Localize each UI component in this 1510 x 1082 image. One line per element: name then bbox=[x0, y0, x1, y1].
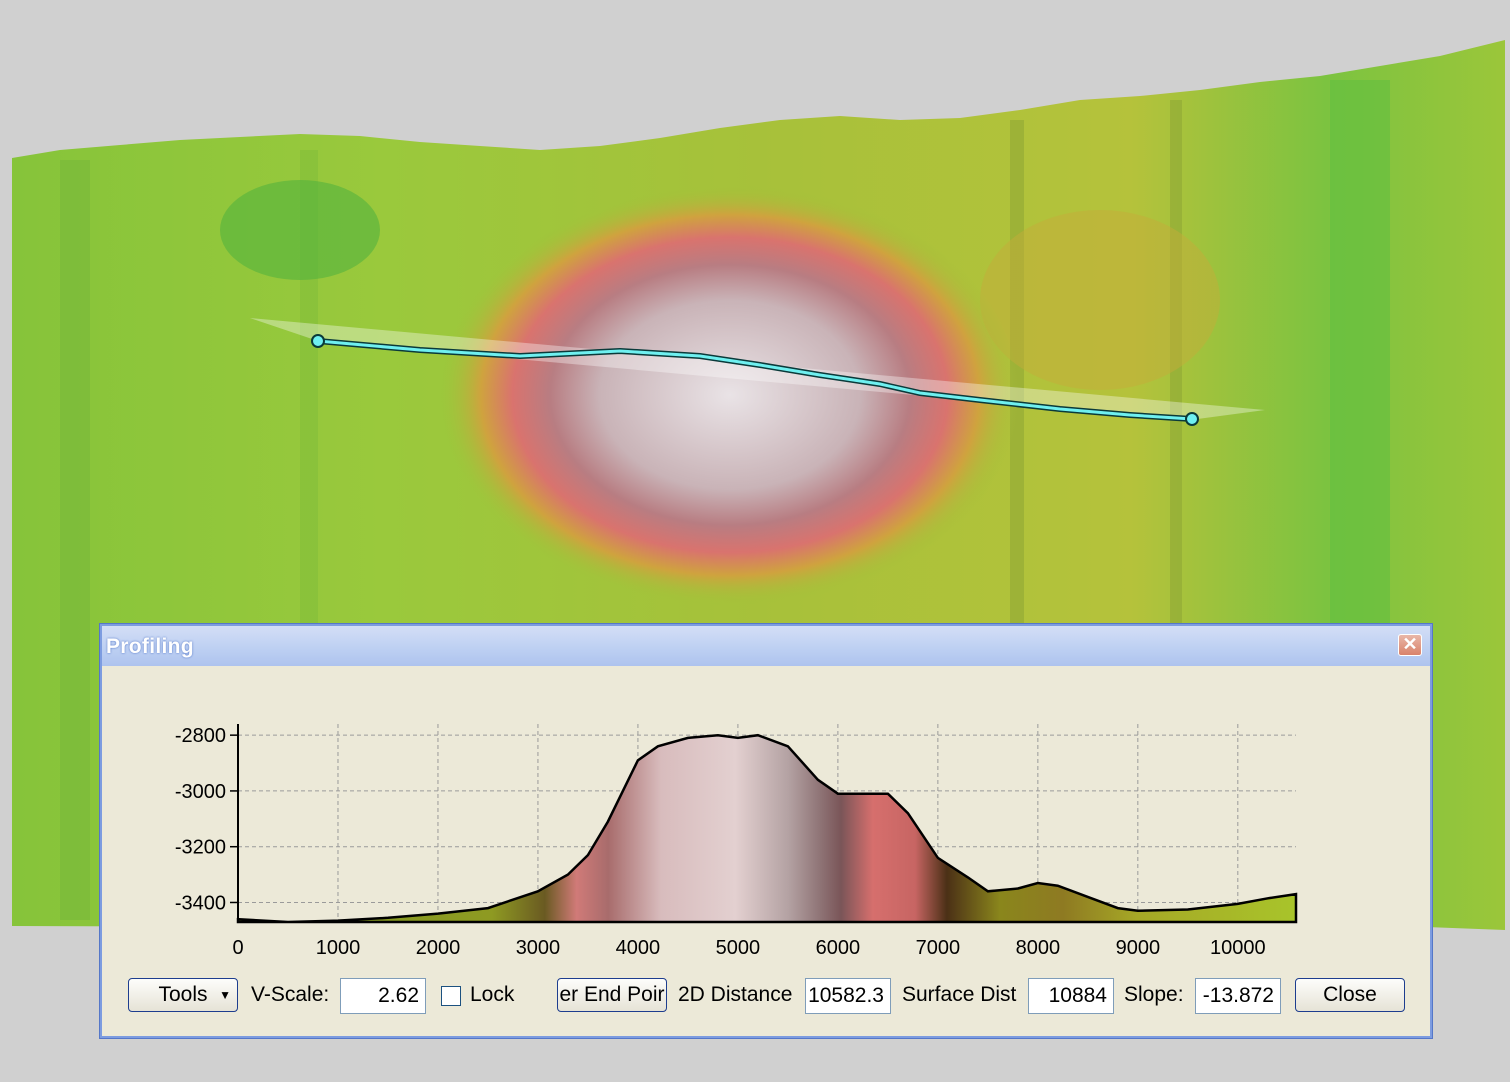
terrain-patch bbox=[980, 210, 1220, 390]
toolbar: Tools ▼ V-Scale: 2.62 Lock er End Poir 2… bbox=[102, 972, 1430, 1022]
profile-line-highlight bbox=[317, 339, 1193, 421]
x-tick-label: 7000 bbox=[916, 937, 961, 959]
x-tick-label: 0 bbox=[232, 937, 243, 959]
surface-distance-label: Surface Dist bbox=[902, 983, 1017, 1006]
chevron-down-icon: ▼ bbox=[219, 988, 231, 1002]
profile-band bbox=[250, 318, 1265, 420]
y-axis: -2800 -3000 -3200 -3400 bbox=[175, 725, 238, 914]
x-tick-label: 3000 bbox=[516, 937, 561, 959]
terrain-trough bbox=[60, 160, 90, 920]
surface-distance-field[interactable]: 10884 bbox=[1028, 978, 1114, 1014]
tools-label: Tools bbox=[158, 983, 208, 1006]
y-tick-label: -2800 bbox=[175, 725, 226, 747]
x-tick-label: 1000 bbox=[316, 937, 361, 959]
distance-2d-field[interactable]: 10582.3 bbox=[805, 978, 891, 1014]
x-tick-label: 10000 bbox=[1210, 937, 1266, 959]
close-button[interactable]: Close bbox=[1295, 978, 1405, 1012]
end-point-button[interactable]: er End Poir bbox=[557, 978, 667, 1012]
profile-start-handle[interactable] bbox=[311, 334, 325, 348]
lock-label: Lock bbox=[470, 983, 515, 1006]
x-tick-label: 4000 bbox=[616, 937, 661, 959]
title-bar[interactable]: Profiling ✕ bbox=[102, 626, 1430, 666]
profile-end-handle[interactable] bbox=[1185, 412, 1199, 426]
lock-checkbox[interactable] bbox=[441, 986, 461, 1006]
y-tick-label: -3200 bbox=[175, 837, 226, 859]
terrain-patch bbox=[220, 180, 380, 280]
close-icon[interactable]: ✕ bbox=[1398, 634, 1422, 656]
profile-chart: -2800 -3000 -3200 -3400 0 1000 2000 3000 4000 50… bbox=[175, 724, 1298, 959]
x-tick-label: 2000 bbox=[416, 937, 461, 959]
distance-2d-label: 2D Distance bbox=[678, 983, 793, 1006]
slope-label: Slope: bbox=[1124, 983, 1184, 1006]
vscale-input[interactable]: 2.62 bbox=[340, 978, 426, 1014]
tools-dropdown[interactable]: Tools ▼ bbox=[128, 978, 238, 1012]
x-tick-label: 8000 bbox=[1016, 937, 1061, 959]
y-tick-label: -3000 bbox=[175, 781, 226, 803]
x-tick-label: 6000 bbox=[816, 937, 861, 959]
profiling-window: Profiling ✕ bbox=[100, 624, 1432, 1038]
y-tick-label: -3400 bbox=[175, 892, 226, 914]
seamount bbox=[440, 185, 1020, 605]
slope-field[interactable]: -13.872 bbox=[1195, 978, 1281, 1014]
profile-area bbox=[236, 733, 1298, 924]
x-tick-label: 5000 bbox=[716, 937, 761, 959]
x-axis: 0 1000 2000 3000 4000 5000 6000 7000 8000 9000 100… bbox=[232, 937, 1265, 959]
x-tick-label: 9000 bbox=[1116, 937, 1161, 959]
vscale-label: V-Scale: bbox=[251, 983, 330, 1006]
window-title: Profiling bbox=[106, 635, 194, 658]
